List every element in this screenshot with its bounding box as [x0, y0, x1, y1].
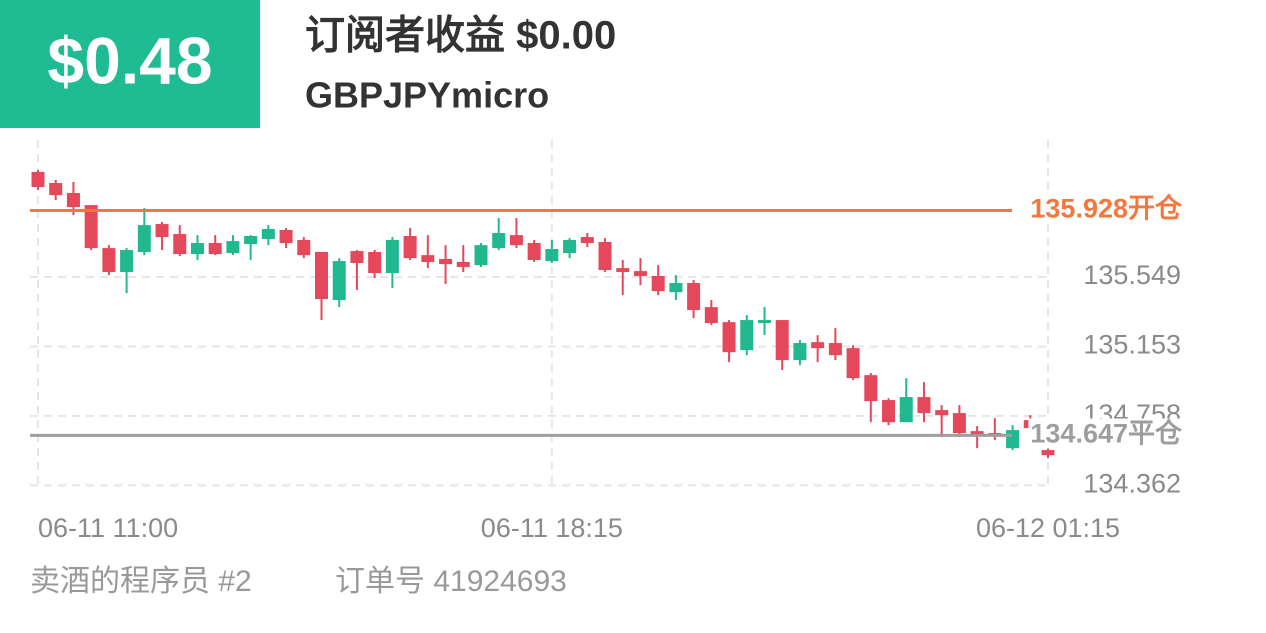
candle-body: [31, 171, 45, 188]
candle-body: [970, 431, 984, 435]
candle-body: [598, 241, 612, 271]
candle-body: [775, 320, 789, 361]
candle-body: [403, 235, 417, 259]
author: 卖酒的程序员 #2: [30, 565, 252, 598]
candle-body: [545, 248, 559, 262]
candle-body: [315, 251, 329, 299]
candle-body: [917, 397, 931, 414]
price-label: 134.647平仓: [1030, 418, 1183, 448]
candle-body: [297, 240, 311, 256]
x-tick-label: 06-11 11:00: [38, 513, 178, 543]
price-label-bg: [1028, 418, 1185, 449]
candle-body: [651, 276, 665, 292]
candle-body: [120, 250, 134, 272]
y-tick-label: 134.362: [1083, 468, 1181, 498]
candle-body: [740, 320, 754, 351]
candle-body: [580, 237, 594, 244]
price-label: 135.928开仓: [1030, 194, 1183, 224]
candle-body: [190, 243, 204, 255]
candle-body: [828, 343, 842, 356]
candle-body: [669, 283, 683, 293]
candle-body: [704, 307, 718, 324]
candle-body: [1006, 430, 1020, 449]
symbol: GBPJPYmicro: [305, 75, 549, 116]
candle-body: [385, 240, 399, 274]
candle-body: [793, 343, 807, 361]
candle-body: [173, 234, 187, 255]
y-tick-label: 135.153: [1083, 330, 1181, 360]
candle-body: [722, 322, 736, 353]
order-number: 订单号 41924693: [335, 565, 567, 598]
candle-body: [279, 230, 293, 244]
candle-body: [66, 192, 80, 208]
candle-body: [439, 258, 453, 265]
candle-body: [492, 233, 506, 249]
candle-body: [332, 261, 346, 301]
candle-body: [527, 243, 541, 261]
x-tick-label: 06-12 01:15: [976, 513, 1120, 543]
candle-body: [846, 348, 860, 379]
candle-body: [864, 375, 878, 402]
title: 订阅者收益 $0.00: [305, 14, 616, 58]
y-tick-label: 135.549: [1083, 260, 1181, 290]
candle-body: [474, 245, 488, 266]
x-tick-label: 06-11 18:15: [481, 513, 623, 543]
candle-body: [456, 261, 470, 268]
candle-body: [49, 182, 63, 196]
candle-body: [633, 271, 647, 277]
candle-body: [811, 342, 825, 349]
candle-body: [102, 248, 116, 272]
candle-body: [952, 413, 966, 434]
candle-body: [368, 251, 382, 274]
candle-body: [509, 235, 523, 246]
candle-body: [563, 240, 577, 254]
candle-body: [935, 410, 949, 416]
candle-body: [244, 235, 258, 245]
candle-body: [137, 225, 151, 252]
candle-body: [899, 397, 913, 423]
badge-value: $0.48: [47, 23, 212, 97]
price-label-bg: [1028, 193, 1185, 224]
candle-body: [882, 400, 896, 423]
candle-body: [208, 243, 222, 255]
candle-body: [1041, 450, 1055, 456]
candle-body: [687, 283, 701, 311]
candle-body: [350, 251, 364, 264]
candle-body: [226, 241, 240, 254]
candle-body: [155, 224, 169, 238]
candle-body: [616, 268, 630, 272]
candle-body: [261, 228, 275, 239]
candle-body: [84, 205, 98, 249]
profit-badge: [0, 0, 260, 128]
candle-body: [421, 255, 435, 262]
candle-body: [757, 320, 771, 324]
